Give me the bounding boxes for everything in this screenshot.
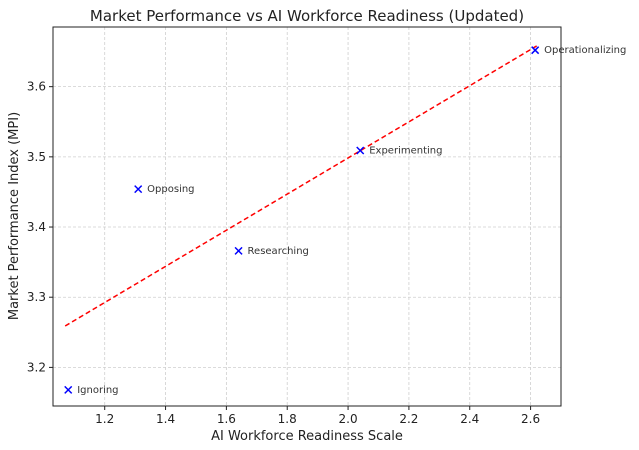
x-tick-label: 2.6 [521, 412, 540, 426]
data-point [356, 146, 365, 155]
y-tick-label: 3.5 [27, 150, 46, 164]
trendline-layer [64, 45, 538, 327]
point-label: Opposing [147, 184, 194, 195]
point-label: Experimenting [369, 146, 442, 157]
y-tick-label: 3.3 [27, 290, 46, 304]
chart-title: Market Performance vs AI Workforce Readi… [90, 7, 524, 25]
y-axis-label: Market Performance Index (MPI) [7, 112, 22, 320]
data-point [234, 246, 243, 255]
point-label: Ignoring [77, 385, 118, 396]
x-tick-label: 1.6 [217, 412, 236, 426]
x-tick-label: 2.4 [460, 412, 479, 426]
x-tick-label: 1.8 [278, 412, 297, 426]
x-axis-label: AI Workforce Readiness Scale [211, 429, 403, 444]
point-label: Researching [248, 246, 309, 257]
y-tick-label: 3.6 [27, 80, 46, 94]
y-tick-label: 3.2 [27, 360, 46, 374]
data-point [64, 385, 73, 394]
x-tick-label: 2.0 [339, 412, 358, 426]
x-tick-label: 2.2 [399, 412, 418, 426]
trend-line [64, 45, 538, 327]
data-point [531, 46, 540, 55]
x-axis-ticks: 1.2 1.4 1.6 1.8 2.0 2.2 2.4 2.6 [95, 406, 540, 426]
plot-frame [52, 26, 562, 407]
y-tick-label: 3.4 [27, 220, 46, 234]
data-points-layer: Ignoring Opposing Researching Experimenting… [64, 45, 626, 396]
data-point [134, 185, 143, 194]
point-label: Operationalizing [544, 45, 626, 56]
x-tick-label: 1.2 [95, 412, 114, 426]
grid-lines [53, 27, 561, 406]
x-tick-label: 1.4 [156, 412, 175, 426]
y-axis-ticks: 3.2 3.3 3.4 3.5 3.6 [27, 80, 53, 374]
